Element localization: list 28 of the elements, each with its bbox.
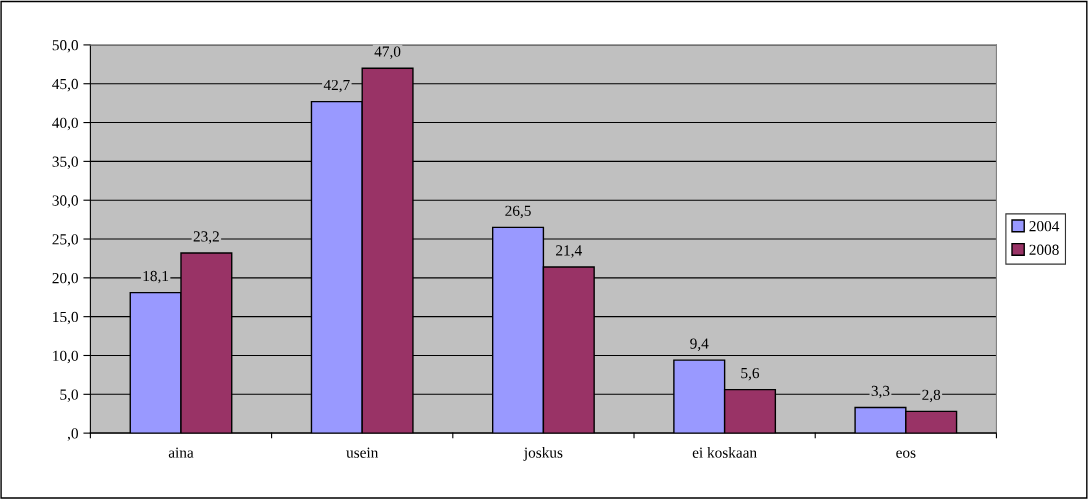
data-label: 42,7 — [323, 79, 350, 93]
y-tick-label: 15,0 — [53, 311, 78, 325]
x-tick-label: joskus — [523, 447, 563, 461]
legend-label: 2008 — [1029, 244, 1059, 255]
y-tick-label: 30,0 — [52, 195, 78, 208]
x-tick-label: usein — [346, 447, 379, 458]
x-tick-label: aina — [168, 447, 194, 458]
y-tick-label: 50,0 — [52, 40, 78, 53]
y-tick-label: ,0 — [67, 428, 78, 441]
data-label: 26,5 — [505, 205, 531, 219]
data-label: 2,8 — [922, 389, 941, 403]
y-tick-label: 35,0 — [52, 156, 78, 170]
y-tick-label: 25,0 — [52, 234, 78, 247]
data-label: 21,4 — [556, 245, 582, 258]
data-label: 47,0 — [374, 46, 401, 59]
data-label: 3,3 — [871, 385, 890, 399]
data-label: 23,2 — [193, 231, 219, 244]
legend-label: 2004 — [1029, 221, 1060, 232]
y-tick-label: 5,0 — [60, 389, 78, 402]
x-tick-label: ei koskaan — [692, 447, 757, 458]
y-tick-label: 10,0 — [53, 350, 78, 364]
y-tick-label: 45,0 — [52, 78, 78, 92]
data-label: 5,6 — [741, 367, 760, 381]
x-tick-label: eos — [896, 450, 916, 458]
y-tick-label: 40,0 — [52, 117, 78, 131]
data-label: 9,4 — [690, 338, 709, 351]
data-label: 18,1 — [143, 270, 169, 284]
y-tick-label: 20,0 — [52, 272, 78, 286]
